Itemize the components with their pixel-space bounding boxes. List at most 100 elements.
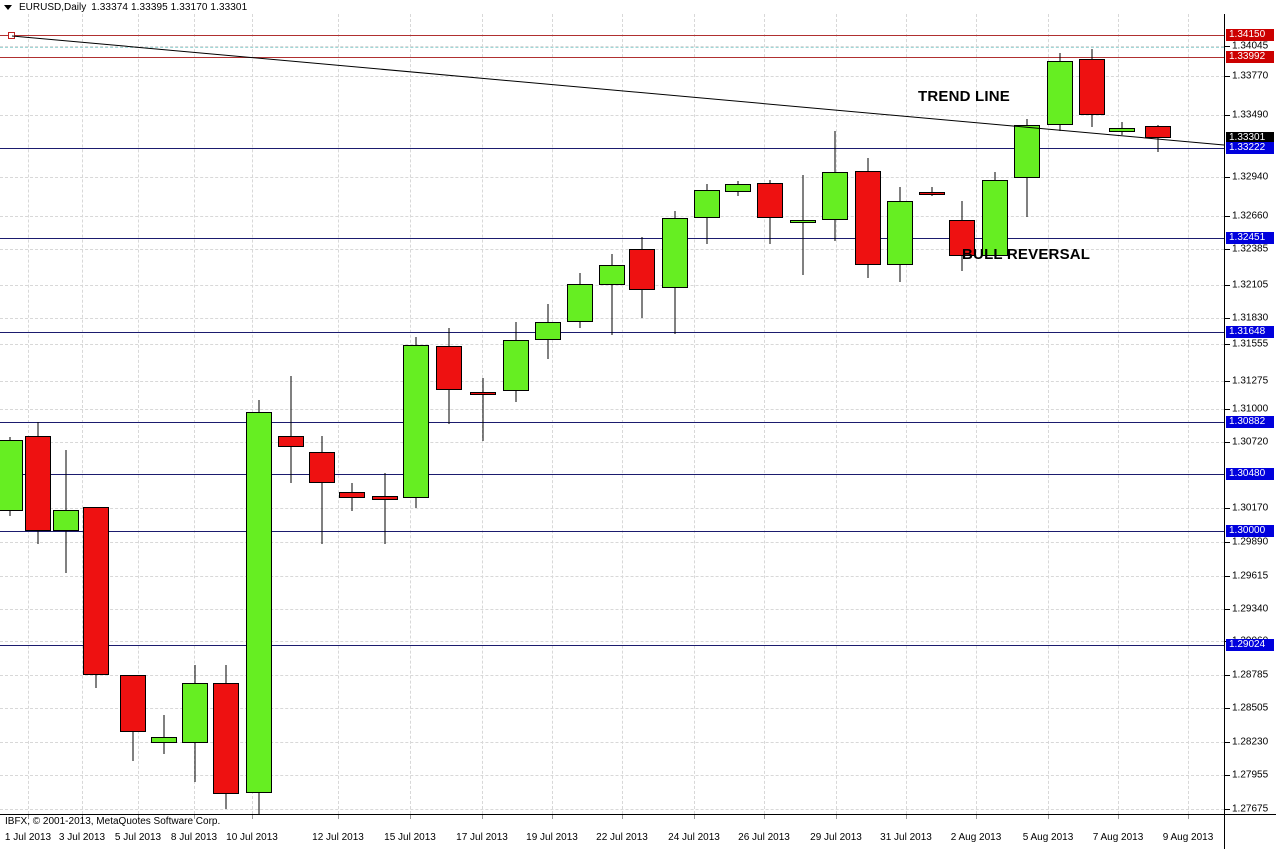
price-label-box[interactable]: 1.33222: [1226, 142, 1274, 154]
price-label-box[interactable]: 1.33301: [1226, 132, 1274, 144]
candle-body: [567, 283, 593, 322]
support-1.32451[interactable]: [0, 238, 1224, 239]
price-label-box[interactable]: 1.33992: [1226, 51, 1274, 63]
candle-body: [535, 321, 561, 340]
support-1.33222[interactable]: [0, 148, 1224, 149]
price-label-box[interactable]: 1.32451: [1226, 232, 1274, 244]
price-tick-label: 1.31555: [1232, 338, 1269, 350]
grid-line-vertical: [1118, 14, 1119, 814]
support-1.30000[interactable]: [0, 531, 1224, 532]
bull-reversal-label[interactable]: BULL REVERSAL: [962, 246, 1091, 263]
date-tick: [1188, 815, 1189, 819]
candle-body: [182, 682, 208, 743]
date-label: 3 Jul 2013: [58, 832, 106, 843]
candle-body: [629, 249, 655, 290]
grid-line-horizontal: [0, 508, 1224, 509]
date-label: 15 Jul 2013: [384, 832, 436, 843]
price-label-box[interactable]: 1.30000: [1226, 525, 1274, 537]
price-tick-label: 1.27675: [1232, 803, 1269, 815]
price-tick-label: 1.33490: [1232, 109, 1269, 121]
grid-line-vertical: [976, 14, 977, 814]
support-1.29024[interactable]: [0, 645, 1224, 646]
grid-line-horizontal: [0, 344, 1224, 345]
candlestick: [470, 14, 496, 814]
support-1.30882[interactable]: [0, 422, 1224, 423]
candle-body: [1014, 124, 1040, 179]
grid-line-horizontal: [0, 775, 1224, 776]
grid-line-horizontal: [0, 576, 1224, 577]
triangle-down-icon[interactable]: [4, 4, 12, 10]
candle-body: [662, 217, 688, 289]
date-label: 17 Jul 2013: [456, 832, 508, 843]
grid-line-vertical: [906, 14, 907, 814]
time-axis[interactable]: 1 Jul 2013 3 Jul 2013 5 Jul 2013 8 Jul 2013…: [0, 814, 1276, 849]
candlestick: [662, 14, 688, 814]
price-tick-label: 1.28230: [1232, 736, 1269, 748]
date-label: 7 Aug 2013: [1092, 832, 1144, 843]
candle-body: [887, 201, 913, 265]
support-1.30480[interactable]: [0, 474, 1224, 475]
candle-wick: [290, 375, 292, 484]
price-label-box[interactable]: 1.34150: [1226, 29, 1274, 41]
resistance-1.34150-handle[interactable]: [8, 32, 15, 39]
trend-line-label[interactable]: TREND LINE: [918, 88, 1010, 105]
ohlc-values: 1.33374 1.33395 1.33170 1.33301: [91, 1, 248, 13]
candlestick: [629, 14, 655, 814]
price-tick-label: 1.31275: [1232, 375, 1269, 387]
candlestick: [0, 14, 23, 814]
date-tick: [836, 815, 837, 819]
grid-line-vertical: [694, 14, 695, 814]
grid-line-horizontal: [0, 708, 1224, 709]
date-tick: [338, 815, 339, 819]
grid-line-vertical: [138, 14, 139, 814]
grid-line-horizontal: [0, 675, 1224, 676]
candle-wick: [611, 253, 613, 336]
candle-body: [757, 183, 783, 218]
price-tick: [1225, 76, 1230, 77]
price-tick: [1225, 344, 1230, 345]
candle-body: [790, 220, 816, 224]
date-label: 10 Jul 2013: [226, 832, 278, 843]
resistance-1.34150[interactable]: [0, 35, 1224, 36]
price-axis[interactable]: 1.34045 1.33770 1.33490 1.32940 1.32660 1.323…: [1224, 14, 1276, 814]
candle-body: [1079, 58, 1105, 116]
date-label: 19 Jul 2013: [526, 832, 578, 843]
price-label-box[interactable]: 1.29024: [1226, 639, 1274, 651]
candle-body: [309, 452, 335, 484]
price-tick-label: 1.28785: [1232, 669, 1269, 681]
chart-plot-area[interactable]: TREND LINE BULL REVERSAL: [0, 14, 1224, 814]
price-tick-label: 1.29615: [1232, 570, 1269, 582]
candlestick: [822, 14, 848, 814]
candlestick: [372, 14, 398, 814]
candle-body: [949, 220, 975, 257]
grid-line-horizontal: [0, 216, 1224, 217]
candlestick: [120, 14, 146, 814]
candlestick: [278, 14, 304, 814]
grid-line-vertical: [764, 14, 765, 814]
grid-line-vertical: [28, 14, 29, 814]
date-label: 31 Jul 2013: [880, 832, 932, 843]
date-tick: [976, 815, 977, 819]
price-label-box[interactable]: 1.30882: [1226, 416, 1274, 428]
price-label-box[interactable]: 1.31648: [1226, 326, 1274, 338]
candle-body: [278, 435, 304, 448]
price-label-box[interactable]: 1.30480: [1226, 468, 1274, 480]
candle-body: [339, 491, 365, 498]
date-label: 1 Jul 2013: [4, 832, 52, 843]
price-tick-label: 1.29890: [1232, 536, 1269, 548]
price-tick-label: 1.31000: [1232, 403, 1269, 415]
grid-line-vertical: [836, 14, 837, 814]
candle-body: [470, 392, 496, 396]
date-tick: [694, 815, 695, 819]
grid-line-horizontal: [0, 809, 1224, 810]
grid-line-horizontal: [0, 442, 1224, 443]
candle-body: [120, 674, 146, 732]
symbol-period-label: EURUSD,Daily: [19, 1, 87, 13]
date-tick: [622, 815, 623, 819]
price-tick: [1225, 46, 1230, 47]
price-tick-label: 1.30170: [1232, 502, 1269, 514]
candlestick: [567, 14, 593, 814]
date-tick: [764, 815, 765, 819]
date-tick: [552, 815, 553, 819]
